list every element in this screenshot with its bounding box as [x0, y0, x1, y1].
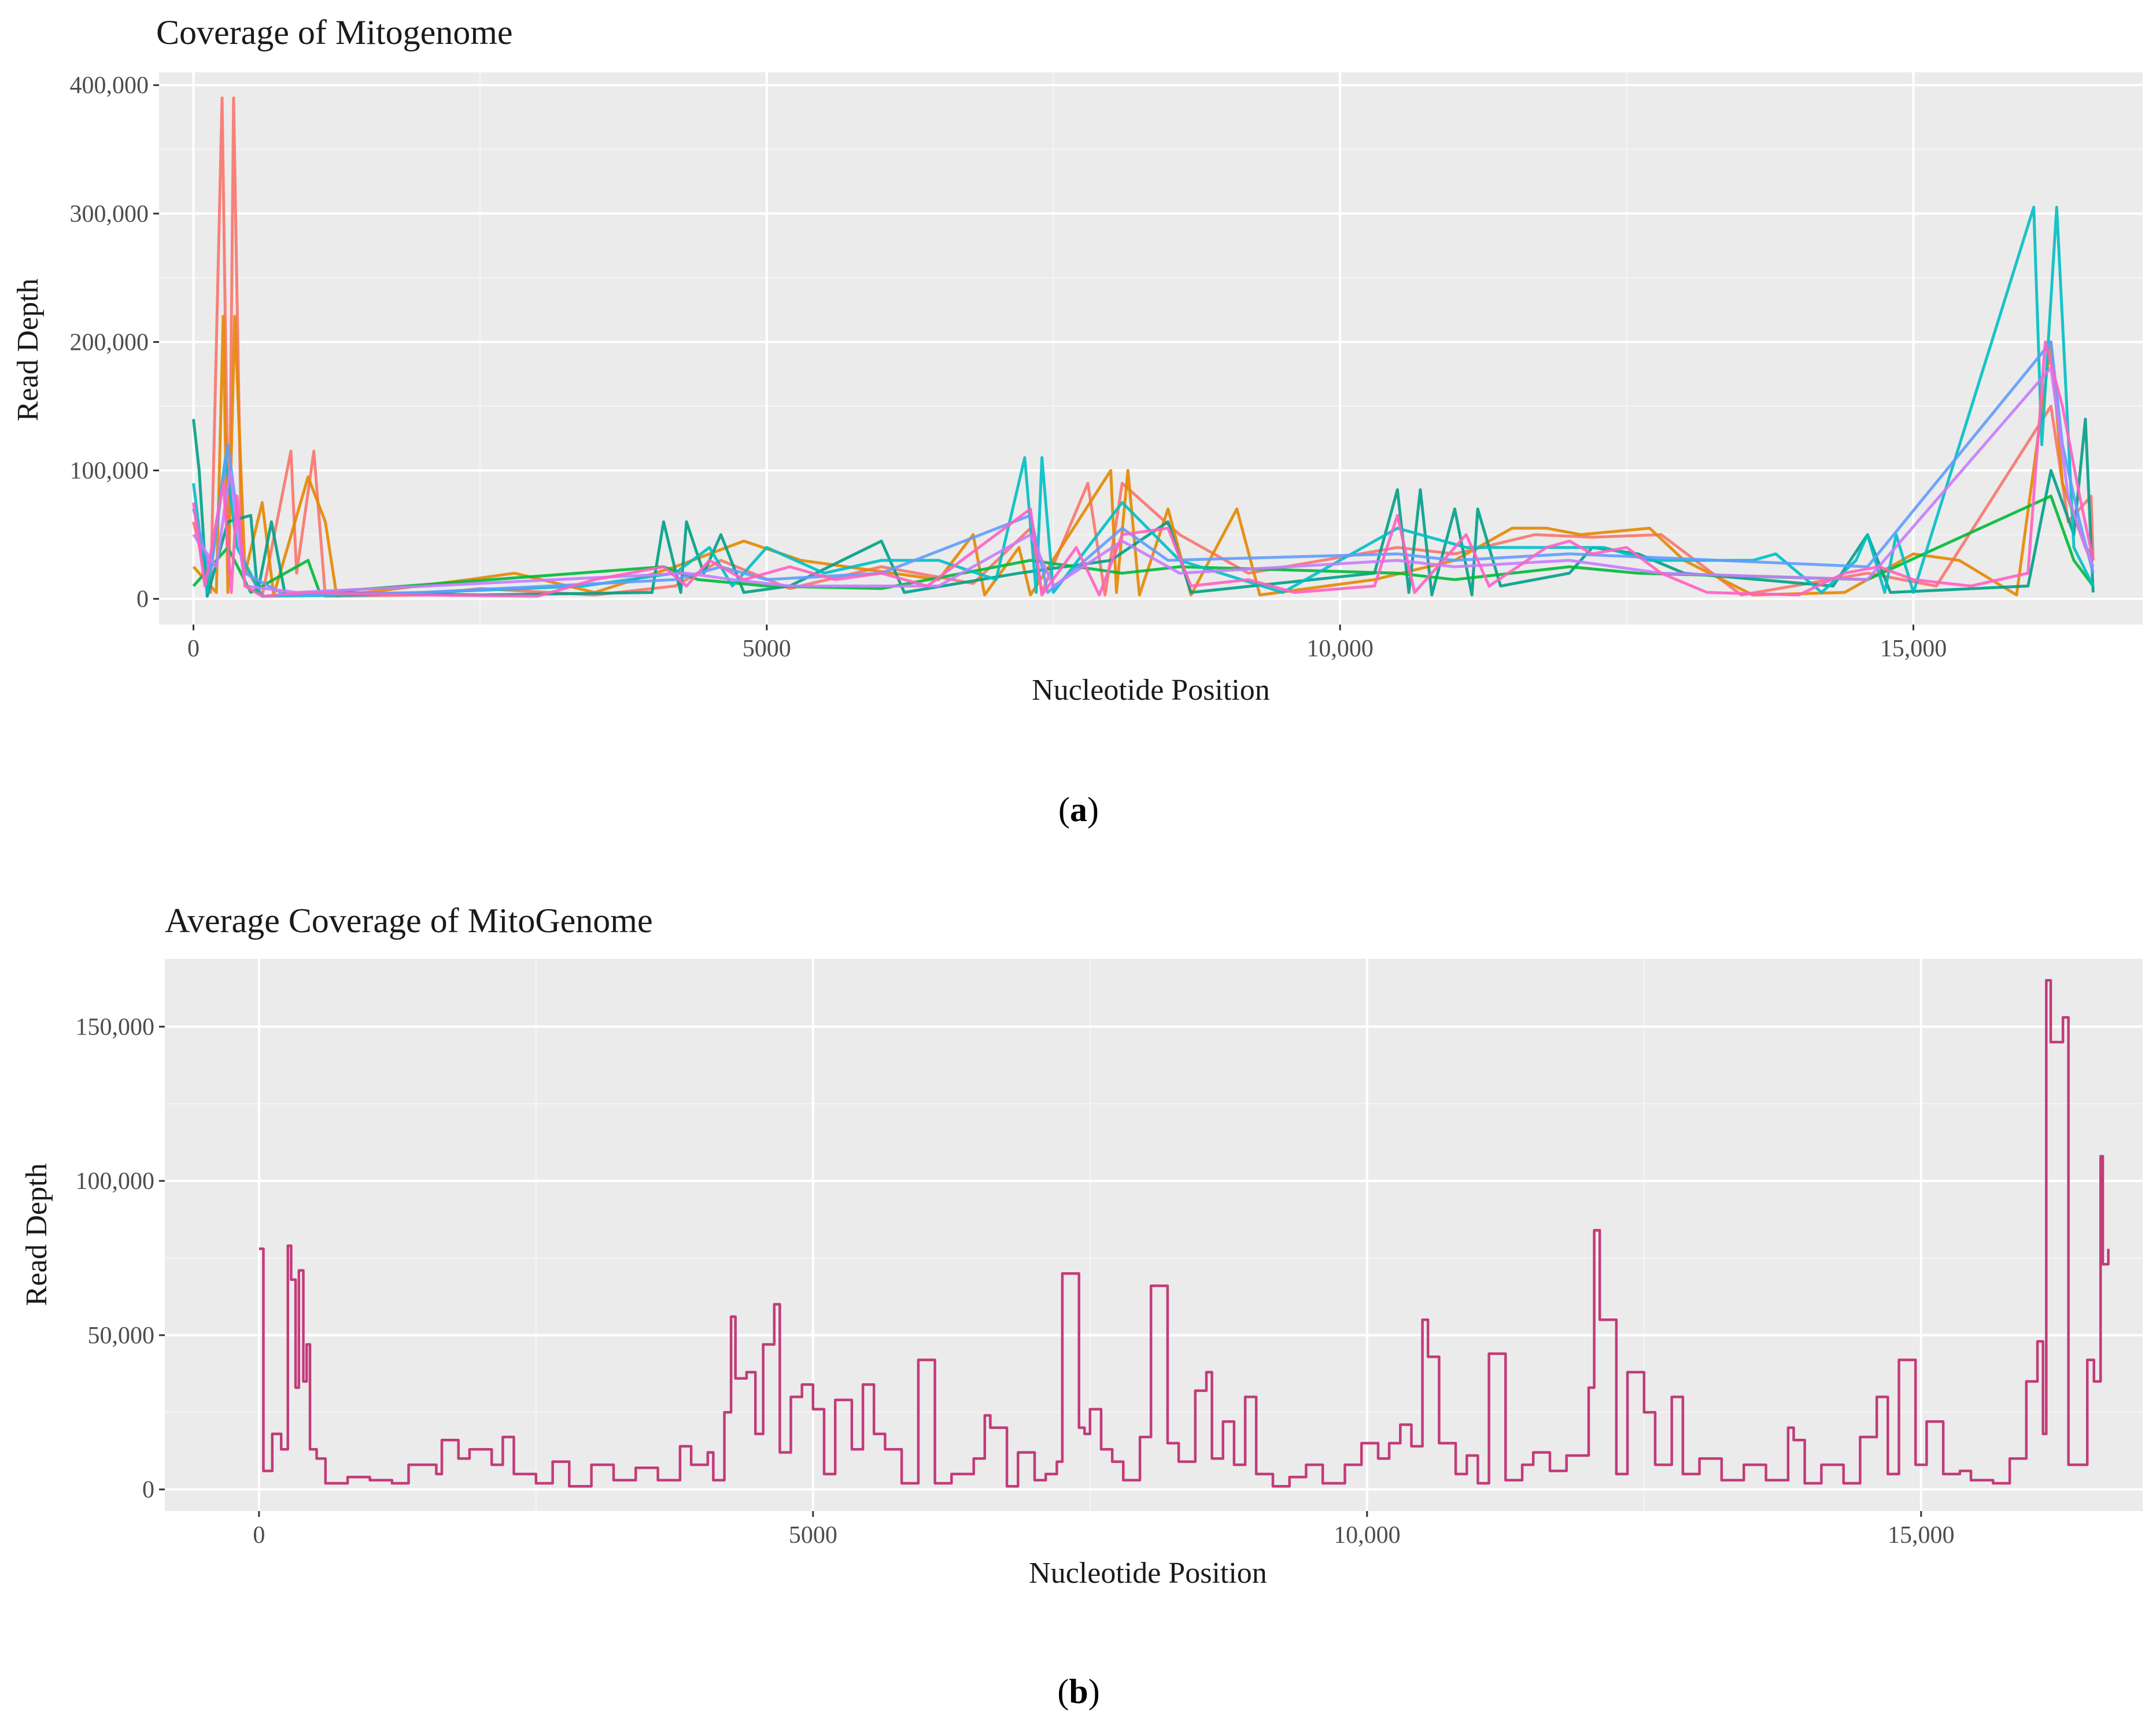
chart-b-y-tick-label: 0 — [142, 1477, 154, 1504]
chart-b-y-tick-label: 50,000 — [88, 1323, 155, 1349]
chart-a-x-tick-label: 10,000 — [1306, 636, 1374, 662]
chart-a-series-sample-7 — [192, 366, 2095, 594]
caption-b-close-paren: ) — [1088, 1672, 1100, 1711]
chart-a-y-tick-label: 100,000 — [70, 457, 149, 484]
chart-a-series — [192, 96, 2095, 598]
chart-a-ticks: 0 5000 10,000 15,000 0 100,000 200,000 300,000 4… — [70, 72, 1947, 662]
chart-b-xlabel: Nucleotide Position — [1029, 1557, 1267, 1590]
chart-b-x-tick-label: 10,000 — [1334, 1522, 1401, 1549]
caption-a-close-paren: ) — [1087, 791, 1099, 829]
chart-b-grid — [165, 959, 2143, 1511]
caption-b-letter: b — [1069, 1672, 1088, 1711]
chart-b-x-tick-label: 15,000 — [1888, 1522, 1955, 1549]
chart-a-y-tick-label: 300,000 — [70, 201, 149, 227]
caption-a-letter: a — [1070, 791, 1087, 829]
chart-b-series-average — [259, 979, 2110, 1488]
chart-b-x-tick-label: 5000 — [789, 1522, 837, 1549]
chart-b-panel — [165, 959, 2143, 1511]
chart-a: Coverage of Mitogenome 0 5000 10,000 15,000… — [12, 13, 2143, 829]
chart-a-y-tick-label: 0 — [136, 586, 149, 613]
chart-a-ylabel: Read Depth — [12, 279, 45, 422]
caption-a-open-paren: ( — [1058, 791, 1070, 829]
chart-a-xlabel: Nucleotide Position — [1032, 674, 1270, 707]
chart-a-series-sample-8 — [192, 340, 2095, 598]
chart-a-panel — [159, 72, 2143, 625]
chart-a-x-tick-label: 0 — [187, 636, 200, 662]
chart-b-y-tick-label: 100,000 — [76, 1168, 155, 1195]
chart-a-title: Coverage of Mitogenome — [156, 13, 513, 51]
chart-a-y-tick-label: 200,000 — [70, 329, 149, 356]
chart-b-title: Average Coverage of MitoGenome — [165, 902, 653, 940]
caption-b-open-paren: ( — [1057, 1672, 1069, 1711]
chart-b-ticks: 0 5000 10,000 15,000 0 50,000 100,000 150,000 — [76, 1014, 1955, 1549]
chart-b-ylabel: Read Depth — [20, 1163, 53, 1306]
chart-b-x-tick-label: 0 — [253, 1522, 265, 1549]
chart-b: Average Coverage of MitoGenome 0 5000 10,0… — [20, 902, 2143, 1711]
chart-b-caption: (b) — [1057, 1672, 1099, 1711]
chart-a-x-tick-label: 5000 — [743, 636, 791, 662]
chart-b-series — [259, 979, 2110, 1488]
chart-a-x-tick-label: 15,000 — [1880, 636, 1947, 662]
chart-a-y-tick-label: 400,000 — [70, 72, 149, 99]
chart-b-y-tick-label: 150,000 — [76, 1014, 155, 1040]
chart-a-caption: (a) — [1058, 791, 1099, 829]
